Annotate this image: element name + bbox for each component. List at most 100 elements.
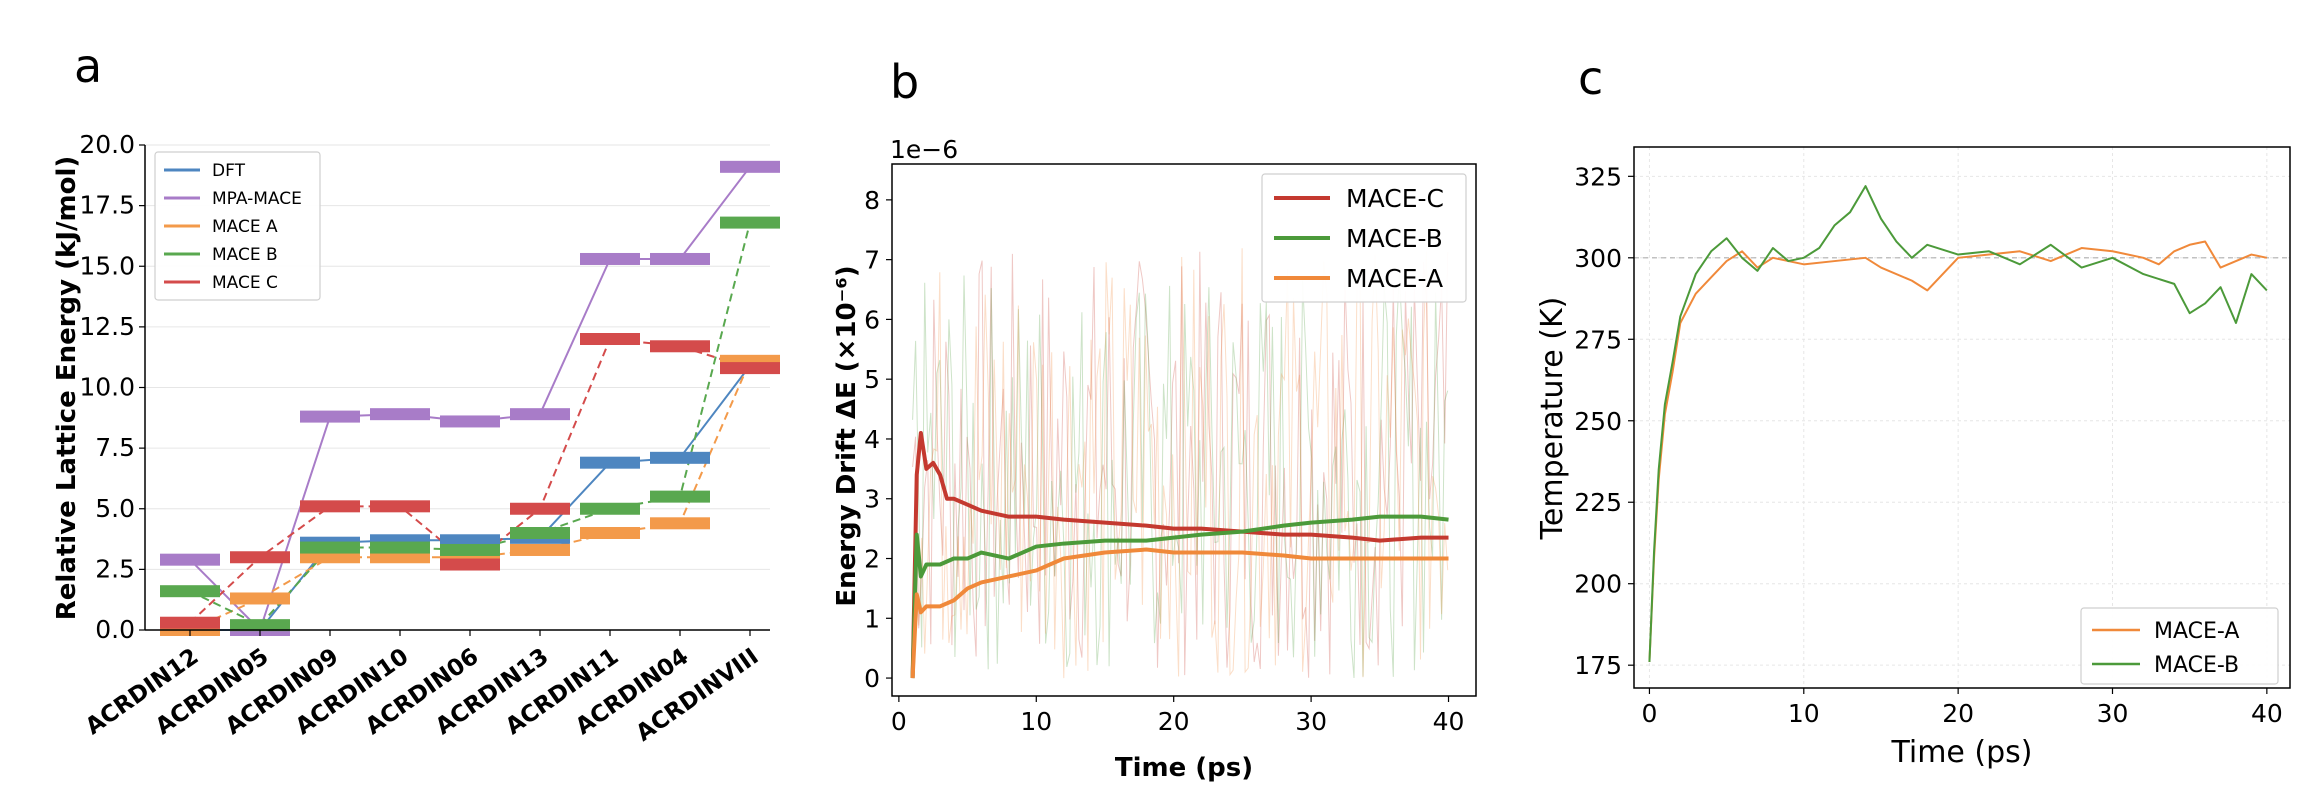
panel-a-legend-label-mace-a: MACE A <box>212 217 278 237</box>
panel-a-level-mace-b <box>370 541 430 554</box>
panel-a-level-mace-c <box>510 502 570 515</box>
panel-c-legend-label-mace-a: MACE-A <box>2154 619 2239 644</box>
panel-a: a 0.0 2.5 5.0 7.5 10.0 12.5 15.0 17.5 20.0 ACRDI… <box>52 39 780 747</box>
panel-c-line-mace-b <box>1648 185 2268 662</box>
panel-b-legend-label-mace-a: MACE-A <box>1346 264 1443 293</box>
panel-b-ytick-label: 0 <box>864 664 880 693</box>
panel-a-ytick-label: 2.5 <box>95 554 135 583</box>
panel-c-xlabel: Time (ps) <box>1890 735 2032 770</box>
panel-a-level-mpa-mace <box>650 252 710 265</box>
panel-a-letter: a <box>74 39 102 93</box>
panel-b-ytick-label: 4 <box>864 425 880 454</box>
panel-a-level-mace-a <box>580 527 640 539</box>
panel-a-legend-label-dft: DFT <box>212 161 246 181</box>
panel-a-legend-label-mace-c: MACE C <box>212 273 278 293</box>
panel-c-legend: MACE-A MACE-B <box>2080 607 2279 685</box>
panel-a-level-mace-a <box>650 517 710 530</box>
panel-a-level-mpa-mace <box>440 415 500 428</box>
panel-a-ytick-label: 0.0 <box>95 615 135 644</box>
panel-a-level-dft <box>440 534 500 547</box>
panel-b-ytick-label: 1 <box>864 604 880 633</box>
panel-b-ytick-label: 6 <box>864 305 880 334</box>
panel-a-level-mace-c <box>300 500 360 513</box>
panel-c-ytick-label: 250 <box>1574 407 1622 436</box>
panel-b-fluctuation-mace-c <box>912 251 1449 678</box>
panel-a-level-mace-a <box>300 551 360 564</box>
panel-b: b 1e−6 0 1 2 3 4 5 6 7 8 0 10 20 30 40 Time (ps) Ene… <box>832 55 1477 783</box>
panel-c-xtick-label: 0 <box>1641 699 1657 728</box>
panel-a-level-mace-a <box>510 543 570 556</box>
panel-c-letter: c <box>1578 51 1603 105</box>
panel-a-level-mpa-mace <box>580 252 640 265</box>
panel-c-xtick-label: 10 <box>1788 699 1820 728</box>
panel-b-ytick-label: 5 <box>864 365 880 394</box>
panel-c-ytick-label: 200 <box>1574 570 1622 599</box>
panel-a-level-mace-b <box>160 585 220 598</box>
panel-b-legend-label-mace-c: MACE-C <box>1346 184 1444 213</box>
panel-a-level-mpa-mace <box>370 408 430 421</box>
panel-c-ytick-label: 325 <box>1574 162 1622 191</box>
panel-b-fluctuation-mace-b <box>912 273 1449 679</box>
panel-a-level-mace-c <box>370 500 430 513</box>
panel-c-frame <box>1633 146 2291 689</box>
panel-c-ytick-label: 225 <box>1574 488 1622 517</box>
panel-a-level-mace-b <box>510 527 570 539</box>
panel-a-level-mpa-mace <box>160 553 220 566</box>
panel-a-level-mace-a <box>230 592 290 605</box>
panel-a-level-mpa-mace <box>300 410 360 423</box>
panel-b-ytick-label: 8 <box>864 186 880 215</box>
panel-a-level-mace-c <box>580 333 640 345</box>
panel-a-xtick-label-acrdinviii: ACRDINVIII <box>632 644 764 747</box>
panel-a-level-mace-b <box>230 619 290 632</box>
panel-a-ylabel: Relative Lattice Energy (kJ/mol) <box>52 156 82 621</box>
panel-c-ytick-label: 175 <box>1574 651 1622 680</box>
panel-b-noise <box>912 248 1449 679</box>
panel-a-legend-label-mpa-mace: MPA-MACE <box>212 189 302 209</box>
panel-c-xtick-label: 30 <box>2097 699 2129 728</box>
panel-a-level-dft <box>650 451 710 464</box>
panel-b-letter: b <box>890 55 919 109</box>
panel-b-xtick-label: 0 <box>891 707 907 736</box>
panel-c: c 175 200 225 250 275 300 325 0 10 20 30 40 Time (… <box>1535 51 2291 770</box>
panel-a-level-dft <box>580 456 640 469</box>
panel-c-xtick-label: 20 <box>1942 699 1974 728</box>
panel-b-ytick-label: 3 <box>864 485 880 514</box>
panel-a-legend-label-mace-b: MACE B <box>212 245 278 265</box>
panel-b-ytick-label: 7 <box>864 246 880 275</box>
panel-b-legend-label-mace-b: MACE-B <box>1346 224 1443 253</box>
panel-a-level-mace-b <box>720 216 780 229</box>
panel-c-ytick-label: 300 <box>1574 244 1622 273</box>
panel-a-level-mace-c <box>720 362 780 375</box>
panel-c-ytick-label: 275 <box>1574 325 1622 354</box>
panel-b-line-mace-b <box>910 514 1449 679</box>
panel-a-level-mace-b <box>580 502 640 515</box>
panel-c-ylabel: Temperature (K) <box>1535 297 1570 541</box>
panel-a-level-mace-c <box>160 616 220 629</box>
panel-b-legend: MACE-C MACE-B MACE-A <box>1261 173 1467 303</box>
panel-b-ytick-label: 2 <box>864 545 880 574</box>
panel-a-ytick-label: 10.0 <box>79 373 135 402</box>
panel-a-ytick-label: 12.5 <box>79 312 135 341</box>
panel-b-xtick-label: 20 <box>1158 707 1190 736</box>
panel-a-level-mace-c <box>230 551 290 564</box>
panel-b-line-mace-c <box>910 430 1449 679</box>
panel-b-xtick-label: 30 <box>1295 707 1327 736</box>
panel-b-line-mace-a <box>910 547 1449 679</box>
panel-a-level-mpa-mace <box>720 160 780 173</box>
panel-a-ytick-label: 7.5 <box>95 433 135 462</box>
panel-a-ytick-label: 15.0 <box>79 251 135 280</box>
panel-b-xlabel: Time (ps) <box>1115 753 1253 783</box>
panel-a-ytick-label: 17.5 <box>79 191 135 220</box>
panel-a-level-mace-b <box>300 541 360 554</box>
panel-a-level-mpa-mace <box>510 408 570 421</box>
panel-c-line-mace-a <box>1648 240 2268 662</box>
panel-a-level-mace-c <box>440 558 500 571</box>
panel-a-level-mace-b <box>440 543 500 556</box>
panel-c-legend-label-mace-b: MACE-B <box>2154 653 2239 678</box>
panel-b-xtick-label: 10 <box>1020 707 1052 736</box>
panel-b-xtick-label: 40 <box>1433 707 1465 736</box>
panel-b-ylabel: Energy Drift ΔE (×10⁻⁶) <box>832 265 862 606</box>
panel-a-level-mace-c <box>650 340 710 353</box>
panel-a-connector-mace-c <box>189 338 751 624</box>
